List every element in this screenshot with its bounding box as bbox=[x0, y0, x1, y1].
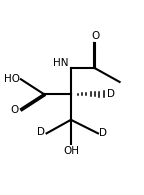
Text: OH: OH bbox=[63, 145, 79, 156]
Text: D: D bbox=[107, 89, 115, 99]
Text: O: O bbox=[91, 31, 99, 41]
Text: O: O bbox=[10, 105, 18, 115]
Text: D: D bbox=[99, 128, 107, 138]
Text: D: D bbox=[37, 127, 45, 137]
Text: HN: HN bbox=[53, 58, 68, 68]
Text: HO: HO bbox=[3, 74, 20, 84]
